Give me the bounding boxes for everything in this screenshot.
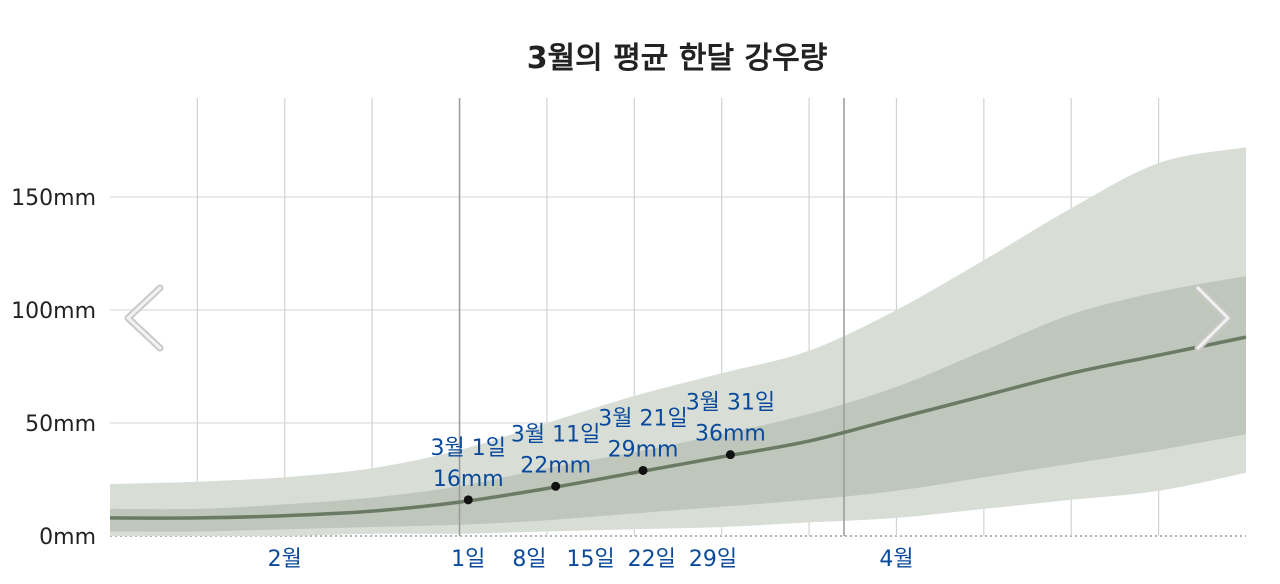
x-tick-label: 1일	[451, 547, 485, 572]
annotation-date-label: 3월 21일	[598, 406, 687, 431]
x-tick-label: 22일	[628, 547, 676, 572]
annotation-point	[551, 481, 561, 491]
chart-title: 3월의 평균 한달 강우량	[527, 41, 828, 76]
x-tick-label: 4월	[879, 547, 913, 572]
median-line-group	[109, 335, 1247, 520]
y-tick-label: 0mm	[39, 525, 96, 550]
y-axis: 0mm 50mm 100mm 150mm	[11, 186, 96, 550]
annotation-point	[638, 465, 648, 475]
annotation-value-label: 36mm	[695, 422, 766, 447]
annotation-date-label: 3월 31일	[686, 391, 775, 416]
x-tick-label: 8일	[512, 547, 546, 572]
x-tick-label: 15일	[566, 547, 614, 572]
y-tick-label: 50mm	[25, 412, 96, 437]
annotation-date-label: 3월 1일	[431, 436, 506, 461]
annotation-date-label: 3월 11일	[511, 422, 600, 447]
x-tick-label: 2월	[268, 547, 302, 572]
chevron-left-icon[interactable]	[124, 284, 164, 352]
inner-percentile-band	[110, 276, 1246, 532]
y-tick-label: 100mm	[11, 299, 96, 324]
annotation-value-label: 22mm	[520, 453, 591, 478]
annotation-value-label: 29mm	[608, 437, 679, 462]
chevron-left-icon-inner[interactable]	[126, 286, 162, 350]
annotation-point	[463, 495, 473, 505]
rainfall-bands	[110, 147, 1246, 537]
chevron-right-icon-inner[interactable]	[1196, 286, 1230, 350]
annotation-value-label: 16mm	[433, 467, 504, 492]
y-tick-label: 150mm	[11, 186, 96, 211]
prev-button[interactable]	[124, 284, 164, 352]
annotations: 3월 1일 16mm 3월 11일 22mm 3월 21일 29mm 3월 31일 36mm	[431, 391, 775, 505]
next-button[interactable]	[1194, 284, 1232, 352]
median-line	[109, 335, 1247, 520]
month-boundaries	[458, 98, 845, 536]
annotation-point	[725, 450, 735, 460]
x-tick-label: 29일	[689, 547, 737, 572]
x-axis: 2월 1일 8일 15일 22일 29일 4월	[268, 547, 914, 572]
